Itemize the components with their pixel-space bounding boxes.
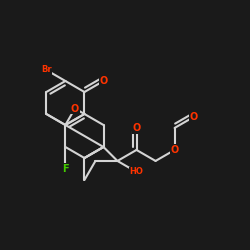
- Text: O: O: [132, 123, 140, 133]
- Text: O: O: [71, 104, 79, 114]
- Text: Br: Br: [41, 66, 52, 74]
- Text: O: O: [100, 76, 108, 86]
- Text: F: F: [62, 164, 69, 174]
- Text: HO: HO: [130, 168, 143, 176]
- Text: O: O: [170, 145, 179, 155]
- Text: O: O: [190, 112, 198, 122]
